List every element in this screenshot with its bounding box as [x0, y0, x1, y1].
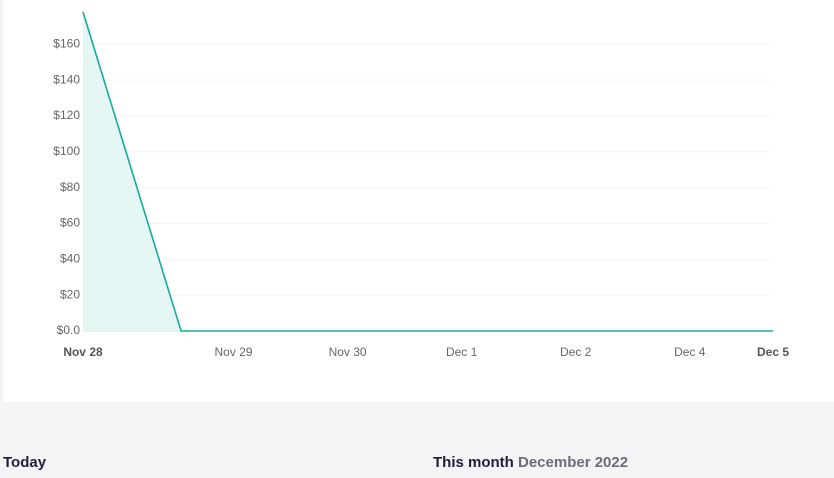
x-tick-label: Dec 2	[560, 345, 592, 359]
x-tick-label: Nov 29	[215, 345, 253, 359]
y-tick-label: $80	[60, 180, 80, 194]
chart: $0.0 $20 $40 $60 $80 $100 $120 $140 $160 Nov 28 No…	[53, 11, 789, 359]
x-tick-label: Nov 30	[329, 345, 367, 359]
this-month-label: This month	[433, 454, 514, 471]
y-tick-label: $0.0	[57, 323, 81, 337]
y-tick-label: $20	[60, 287, 80, 301]
today-label: Today	[3, 454, 47, 471]
y-tick-label: $40	[60, 251, 80, 265]
y-tick-label: $120	[53, 108, 80, 122]
y-tick-label: $60	[60, 216, 80, 230]
this-month: This month December 2022	[433, 454, 628, 471]
y-tick-label: $160	[53, 36, 80, 50]
area-fill	[83, 12, 773, 331]
y-tick-label: $100	[53, 144, 80, 158]
x-tick-label: Dec 1	[446, 345, 478, 359]
y-tick-label: $140	[53, 72, 80, 86]
x-tick-label: Nov 28	[63, 345, 103, 359]
data-line	[82, 11, 773, 332]
x-tick-label: Dec 5	[757, 345, 789, 359]
month-label: December 2022	[518, 454, 629, 471]
x-tick-label: Dec 4	[674, 345, 706, 359]
